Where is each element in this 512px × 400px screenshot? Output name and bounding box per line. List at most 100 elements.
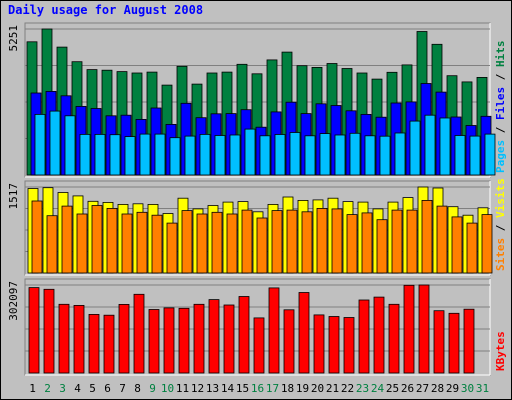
bar-sites-day-21 xyxy=(331,208,343,274)
x-tick-label: 26 xyxy=(401,382,414,395)
bar-pages-day-21 xyxy=(334,134,346,176)
x-tick-label: 24 xyxy=(371,382,385,395)
legend-visits: Visits xyxy=(494,178,507,218)
bar-kbytes-day-20 xyxy=(313,314,325,374)
bar-kbytes-day-23 xyxy=(358,299,370,374)
legend-hits: Hits xyxy=(494,41,507,68)
x-tick-label: 17 xyxy=(266,382,279,395)
bar-pages-day-5 xyxy=(94,133,106,176)
bar-pages-day-29 xyxy=(454,135,466,176)
x-tick-label: 6 xyxy=(104,382,111,395)
bar-pages-day-20 xyxy=(319,133,331,176)
bar-pages-day-28 xyxy=(439,117,451,176)
x-tick-label: 2 xyxy=(44,382,51,395)
bar-kbytes-day-26 xyxy=(403,284,415,374)
bar-sites-day-30 xyxy=(466,222,478,274)
x-tick-label: 14 xyxy=(221,382,235,395)
legend-separator: / xyxy=(494,120,507,140)
bar-sites-day-27 xyxy=(421,199,433,274)
x-tick-label: 8 xyxy=(134,382,141,395)
bar-sites-day-11 xyxy=(181,210,193,274)
legend-kbytes: KBytes xyxy=(494,331,507,371)
chart-title: Daily usage for August 2008 xyxy=(8,3,203,17)
bar-kbytes-day-28 xyxy=(433,310,445,374)
x-tick-label: 7 xyxy=(119,382,126,395)
bar-sites-day-16 xyxy=(256,217,268,274)
bar-kbytes-day-16 xyxy=(253,317,265,374)
bar-sites-day-13 xyxy=(211,211,223,274)
bar-pages-day-23 xyxy=(364,135,376,176)
bar-kbytes-day-1 xyxy=(28,287,40,374)
bar-sites-day-9 xyxy=(151,214,163,274)
y-max-label: 5251 xyxy=(7,25,20,52)
bar-sites-day-29 xyxy=(451,216,463,274)
bar-kbytes-day-19 xyxy=(298,292,310,374)
bar-sites-day-19 xyxy=(301,211,313,274)
bar-kbytes-day-5 xyxy=(88,313,100,374)
bar-kbytes-day-21 xyxy=(328,316,340,374)
bar-pages-day-13 xyxy=(214,135,226,176)
bar-sites-day-17 xyxy=(271,210,283,274)
bar-pages-day-16 xyxy=(259,135,271,176)
x-tick-label: 5 xyxy=(89,382,96,395)
x-tick-label: 29 xyxy=(446,382,459,395)
x-tick-label: 1 xyxy=(29,382,36,395)
bar-kbytes-day-6 xyxy=(103,314,115,374)
bar-pages-day-25 xyxy=(394,132,406,176)
x-tick-label: 11 xyxy=(176,382,189,395)
bar-pages-day-30 xyxy=(469,135,481,176)
bar-pages-day-3 xyxy=(64,115,76,176)
bar-sites-day-26 xyxy=(406,209,418,274)
x-tick-label: 16 xyxy=(251,382,264,395)
x-tick-label: 18 xyxy=(281,382,294,395)
x-tick-label: 12 xyxy=(191,382,204,395)
bar-sites-day-20 xyxy=(316,207,328,274)
x-tick-label: 9 xyxy=(149,382,156,395)
bar-sites-day-2 xyxy=(46,215,58,274)
bar-kbytes-day-18 xyxy=(283,309,295,374)
bar-pages-day-8 xyxy=(139,133,151,176)
bar-sites-day-25 xyxy=(391,209,403,274)
bar-sites-day-28 xyxy=(436,205,448,274)
panel-kbytes: 302097 KBytes xyxy=(7,278,507,376)
bar-sites-day-5 xyxy=(91,205,103,274)
bar-kbytes-day-13 xyxy=(208,299,220,374)
bar-pages-day-2 xyxy=(49,110,61,176)
bar-kbytes-day-27 xyxy=(418,284,430,374)
bar-pages-day-12 xyxy=(199,133,211,176)
bar-pages-day-27 xyxy=(424,114,436,176)
x-tick-label: 30 xyxy=(461,382,474,395)
bar-pages-day-9 xyxy=(154,133,166,176)
x-tick-label: 13 xyxy=(206,382,219,395)
bar-pages-day-24 xyxy=(379,135,391,176)
bar-sites-day-22 xyxy=(346,214,358,274)
bar-kbytes-day-10 xyxy=(163,307,175,374)
bar-pages-day-6 xyxy=(109,134,121,176)
bar-kbytes-day-22 xyxy=(343,317,355,374)
x-axis-tick-labels: 1 2 3 4 5 6 7 8 9 10 11 12 13 14 15 16 17 18 19 20 21 22 23 24 2… xyxy=(29,382,489,395)
bar-sites-day-3 xyxy=(61,205,73,274)
bar-sites-day-6 xyxy=(106,207,118,274)
bar-kbytes-day-25 xyxy=(388,303,400,374)
bar-pages-day-15 xyxy=(244,128,256,176)
bar-pages-day-4 xyxy=(79,133,91,176)
bar-sites-day-24 xyxy=(376,219,388,274)
bar-sites-day-15 xyxy=(241,209,253,274)
bar-pages-day-1 xyxy=(34,114,46,176)
legend-pages: Pages xyxy=(494,140,507,173)
bar-sites-day-23 xyxy=(361,212,373,274)
bar-sites-day-14 xyxy=(226,213,238,274)
bar-pages-day-26 xyxy=(409,120,421,176)
bar-kbytes-day-2 xyxy=(43,288,55,374)
bar-sites-day-10 xyxy=(166,222,178,274)
panel-hits-files-pages: 5251 Pages / Files / Hits xyxy=(7,22,507,178)
panel-visits-sites: 1517 Sites / Visits xyxy=(7,178,507,276)
x-tick-label: 21 xyxy=(326,382,339,395)
legend-separator: / xyxy=(494,218,507,238)
legend-separator: / xyxy=(494,67,507,87)
legend-sites: Sites xyxy=(494,238,507,271)
bar-kbytes-day-30 xyxy=(463,308,475,374)
bar-pages-day-31 xyxy=(484,133,496,176)
